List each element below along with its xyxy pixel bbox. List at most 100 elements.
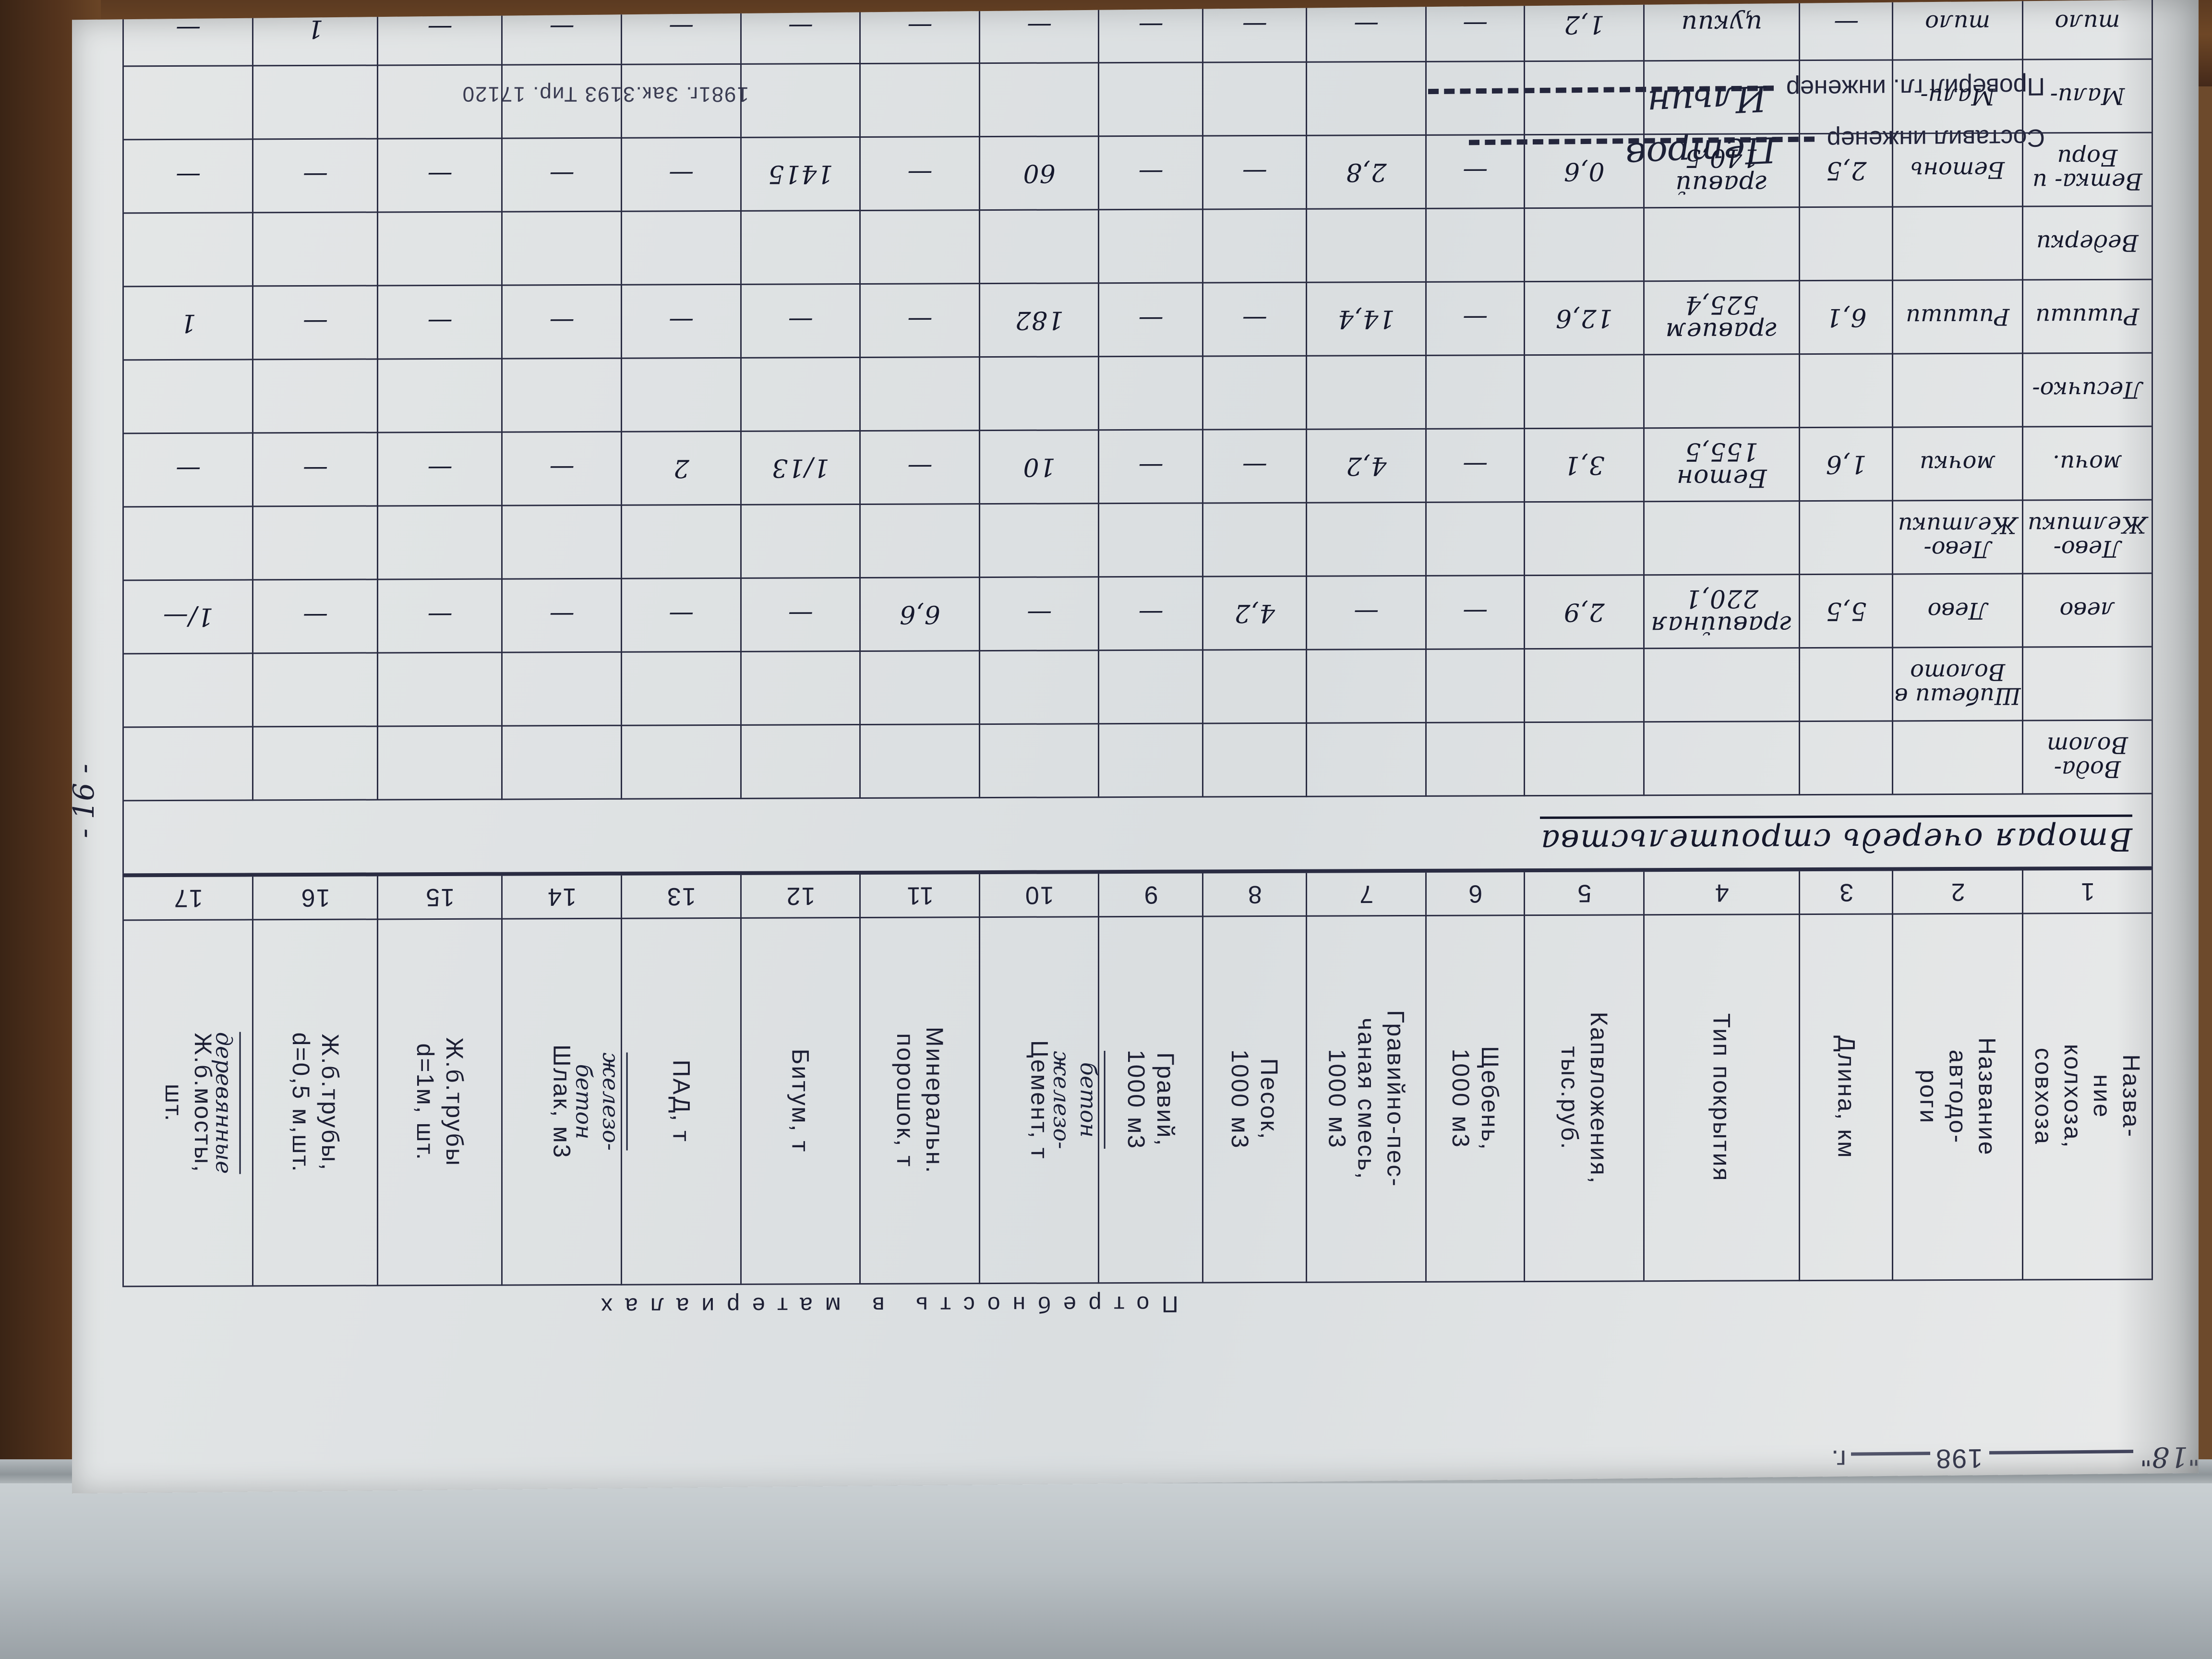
column-number-1: 1 xyxy=(2022,868,2152,914)
cell-r9-c15: — xyxy=(377,138,502,212)
cell-r11-c4: цукии xyxy=(1644,0,1800,61)
cell-value: 0,6 xyxy=(1563,156,1605,186)
column-number-label-1: 1 xyxy=(2080,877,2095,906)
cell-r3-c2: Лево xyxy=(1892,574,2023,648)
table-body: Потребность в материалах Назва- ние колхо… xyxy=(123,0,2152,1329)
column-header-4: Тип покрытия xyxy=(1644,914,1800,1281)
cell-r1-c13 xyxy=(621,725,741,799)
column-number-14: 14 xyxy=(502,873,622,919)
cell-value xyxy=(503,395,621,396)
cell-value: 2,5 xyxy=(1825,156,1867,185)
cell-r5-c10: 10 xyxy=(979,430,1099,504)
cell-r11-c3: — xyxy=(1799,0,1893,60)
date-day: 18 xyxy=(2151,1440,2188,1474)
group-header-spacer xyxy=(1644,1279,2152,1323)
cell-value xyxy=(1427,685,1524,686)
cell-value xyxy=(503,101,621,102)
cell-r4-c2: Лево-Желтики xyxy=(1892,500,2023,574)
cell-r5-c13: 2 xyxy=(621,431,741,505)
column-number-label-10: 10 xyxy=(1024,881,1054,909)
cell-r10-c1: Мали- xyxy=(2022,59,2152,133)
cell-value: — xyxy=(1241,158,1267,187)
cell-r1-c15 xyxy=(377,726,502,800)
cell-r6-c15 xyxy=(377,359,502,433)
column-header-11: Минеральн. порошок, т xyxy=(860,917,980,1284)
cell-r3-c11: 6,6 xyxy=(860,577,980,651)
cell-r10-c14 xyxy=(502,64,622,139)
cell-r4-c7 xyxy=(1306,502,1426,577)
cell-value xyxy=(1307,539,1425,540)
cell-value: — xyxy=(549,160,575,190)
cell-value: 1 xyxy=(180,309,196,338)
cell-r9-c9: — xyxy=(1099,135,1203,210)
column-header-label-15: Ж.б.трубы d=1м, шт. xyxy=(412,1037,469,1167)
cell-value: 12,6 xyxy=(1555,303,1613,333)
cell-r1-c16 xyxy=(252,726,378,800)
column-header-14: Шлак, м3 железо- бетон xyxy=(502,918,628,1286)
cell-value: — xyxy=(1462,304,1488,333)
cell-value: 2,8 xyxy=(1345,157,1387,187)
cell-r6-c2 xyxy=(1892,353,2023,427)
cell-value: Шибеши в Волото xyxy=(1894,658,2021,710)
cell-r5-c11: — xyxy=(860,430,980,505)
cell-r9-c8: — xyxy=(1202,135,1307,209)
table-group-header-row: Потребность в материалах xyxy=(123,1279,2152,1329)
table-row: Ветка- и Бори Бетонь 2,5 гравий 140,5 0,6 — 2,… xyxy=(123,132,2152,213)
cell-r9-c1: Ветка- и Бори xyxy=(2022,132,2152,207)
cell-value xyxy=(378,689,501,690)
cell-value: — xyxy=(549,307,575,337)
column-header-17: Ж.б.мосты, шт. деревянные xyxy=(123,919,253,1286)
cell-r7-c2: Ришиши xyxy=(1892,280,2023,354)
cell-value xyxy=(1100,686,1202,687)
cell-r8-c8 xyxy=(1202,209,1307,283)
table-row: Лево-Желтики Лево-Желтики xyxy=(123,500,2152,580)
column-number-11: 11 xyxy=(860,872,980,918)
cell-value: Лево xyxy=(1927,597,1988,625)
cell-r11-c8: — xyxy=(1202,0,1307,62)
cell-r3-c13: — xyxy=(621,578,741,652)
cell-r9-c7: 2,8 xyxy=(1306,135,1426,209)
cell-r2-c6 xyxy=(1426,649,1525,723)
cell-r11-c6: — xyxy=(1426,0,1525,62)
cell-r9-c2: Бетонь xyxy=(1892,133,2023,207)
cell-value xyxy=(861,687,979,688)
column-number-label-2: 2 xyxy=(1950,878,1965,906)
column-number-17: 17 xyxy=(123,875,253,920)
cell-value: 1,2 xyxy=(1563,10,1605,39)
cell-r1-c2 xyxy=(1892,721,2023,794)
cell-r2-c8 xyxy=(1202,649,1307,723)
column-header-label-4: Тип покрытия xyxy=(1708,1013,1735,1182)
cell-value: тило xyxy=(2055,9,2120,36)
cell-r10-c7 xyxy=(1306,61,1426,136)
cell-r7-c1: Ришиши xyxy=(2022,279,2152,354)
table-row: Вода-Волот xyxy=(123,720,2152,801)
cell-r5-c15: — xyxy=(377,432,502,506)
column-number-10: 10 xyxy=(979,872,1099,917)
column-number-3: 3 xyxy=(1799,869,1893,914)
column-header-label-2: Название автодо- роги xyxy=(1915,1037,2001,1156)
materials-requirement-table: Потребность в материалах Назва- ние колхо… xyxy=(122,0,2153,1329)
cell-r4-c17 xyxy=(123,506,253,580)
cell-value: — xyxy=(1462,10,1488,39)
column-header-15: Ж.б.трубы d=1м, шт. xyxy=(377,919,502,1286)
cell-value xyxy=(124,396,252,397)
cell-value xyxy=(124,763,252,764)
column-header-label-9: Гравий, 1000 м3 xyxy=(1123,1049,1179,1150)
cell-r8-c3 xyxy=(1799,206,1893,281)
cell-value xyxy=(742,394,860,395)
cell-r8-c16 xyxy=(252,212,378,286)
table-row: Шибеши в Волото xyxy=(123,647,2152,727)
cell-r3-c9: — xyxy=(1099,576,1203,650)
cell-r9-c16: — xyxy=(252,138,378,213)
cell-value: 2 xyxy=(673,454,689,483)
cell-r10-c4 xyxy=(1644,60,1800,134)
cell-r8-c5 xyxy=(1524,207,1644,282)
cell-value xyxy=(742,247,860,248)
cell-value xyxy=(1525,391,1643,392)
cell-r10-c3 xyxy=(1799,60,1893,134)
column-header-16: Ж.б.трубы, d=0,5 м,шт. xyxy=(252,919,378,1286)
cell-r2-c16 xyxy=(252,652,378,727)
cell-value xyxy=(980,393,1098,394)
cell-value: — xyxy=(1462,451,1488,480)
column-header-label-1: Назва- ние колхоза, совхоза xyxy=(2030,1044,2145,1149)
